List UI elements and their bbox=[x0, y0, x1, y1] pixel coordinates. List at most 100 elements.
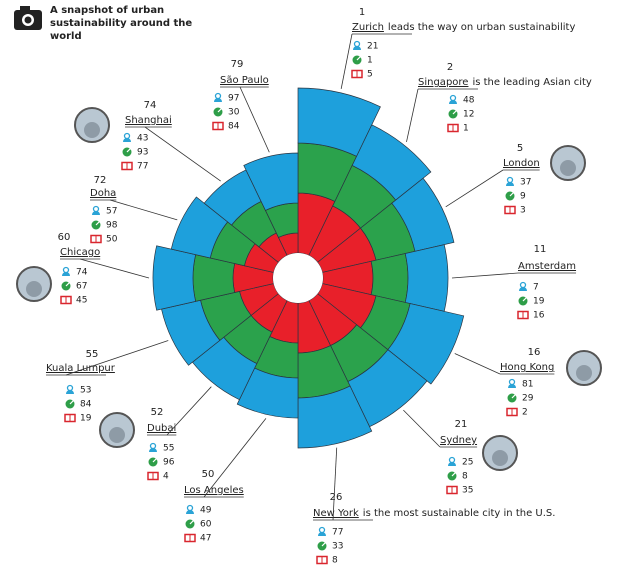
metric-value: 49 bbox=[200, 506, 212, 516]
metric-value: 53 bbox=[80, 386, 91, 396]
center-hole bbox=[273, 253, 323, 303]
metric-icon bbox=[452, 109, 458, 115]
metric-icon bbox=[356, 55, 362, 61]
city-photo-detail bbox=[109, 427, 125, 443]
metric-icon bbox=[448, 456, 456, 464]
metric-icon bbox=[217, 107, 223, 113]
chart-title: A snapshot of urban sustainability aroun… bbox=[50, 5, 193, 42]
metric-value: 60 bbox=[200, 520, 212, 530]
city-name: Zurich bbox=[352, 22, 384, 33]
leader-line bbox=[65, 340, 169, 376]
city-photo-detail bbox=[84, 122, 100, 138]
metric-value: 43 bbox=[137, 134, 148, 144]
city-name: Kuala Lumpur bbox=[46, 363, 116, 374]
leader-line bbox=[406, 88, 419, 143]
metric-value: 48 bbox=[463, 96, 475, 106]
city-name: Chicago bbox=[60, 247, 100, 258]
metric-icon bbox=[149, 442, 157, 450]
metric-value: 55 bbox=[163, 444, 174, 454]
metric-icon bbox=[519, 281, 527, 289]
leader-line bbox=[454, 353, 501, 375]
metric-icon bbox=[522, 296, 528, 302]
city-rank: 60 bbox=[58, 232, 71, 243]
bar-segment bbox=[297, 385, 373, 449]
metric-icon bbox=[508, 384, 516, 388]
city-name: Doha bbox=[90, 188, 116, 199]
metric-icon bbox=[506, 182, 514, 186]
metric-value: 74 bbox=[76, 268, 88, 278]
metric-icon bbox=[92, 205, 100, 213]
city-photo-detail bbox=[492, 450, 508, 466]
city-rank: 21 bbox=[455, 419, 468, 430]
metric-icon bbox=[149, 448, 157, 452]
bar-segment bbox=[387, 303, 465, 385]
city-rank: 55 bbox=[86, 349, 99, 360]
bar-segment bbox=[243, 152, 299, 211]
city-rank: 26 bbox=[330, 492, 343, 503]
city-label: London bbox=[503, 158, 540, 169]
bar-segment bbox=[404, 244, 449, 312]
leader-line bbox=[166, 386, 212, 436]
metric-value: 12 bbox=[463, 110, 474, 120]
city-rank: 5 bbox=[517, 143, 523, 154]
leader-line bbox=[340, 33, 353, 89]
city-name: São Paulo bbox=[220, 75, 269, 86]
metric-value: 33 bbox=[332, 542, 343, 552]
leader-line bbox=[79, 258, 150, 279]
metric-value: 4 bbox=[163, 472, 169, 482]
metric-icon bbox=[353, 46, 361, 50]
city-rank: 2 bbox=[447, 62, 453, 73]
city-label: Singapore is the leading Asian city bbox=[418, 77, 592, 88]
metric-value: 29 bbox=[522, 394, 534, 404]
metric-value: 47 bbox=[200, 534, 211, 544]
metric-value: 25 bbox=[462, 458, 473, 468]
metric-icon bbox=[62, 266, 70, 274]
metric-value: 5 bbox=[367, 70, 373, 80]
city-label: Amsterdam bbox=[518, 261, 576, 272]
metric-icon bbox=[318, 532, 326, 536]
city-label: Shanghai bbox=[125, 115, 172, 126]
metric-value: 35 bbox=[462, 486, 473, 496]
city-name: Singapore bbox=[418, 77, 468, 88]
metric-icon bbox=[353, 40, 361, 48]
metric-icon bbox=[506, 176, 514, 184]
metric-icon bbox=[321, 541, 327, 547]
metric-icon bbox=[449, 94, 457, 102]
metric-icon bbox=[508, 378, 516, 386]
metric-icon bbox=[451, 471, 457, 477]
bar-segment bbox=[152, 245, 197, 311]
metric-icon bbox=[189, 519, 195, 525]
metric-value: 1 bbox=[463, 124, 469, 134]
city-rank: 79 bbox=[231, 59, 244, 70]
metric-icon bbox=[214, 92, 222, 100]
city-note: leads the way on urban sustainability bbox=[388, 22, 576, 33]
metric-value: 30 bbox=[228, 108, 240, 118]
city-note: is the most sustainable city in the U.S. bbox=[363, 508, 556, 519]
city-label: Los Angeles bbox=[184, 485, 244, 496]
city-photo-detail bbox=[26, 281, 42, 297]
metric-value: 3 bbox=[520, 206, 526, 216]
metric-value: 67 bbox=[76, 282, 87, 292]
city-name: Hong Kong bbox=[500, 362, 554, 373]
metric-value: 96 bbox=[163, 458, 175, 468]
camera-icon bbox=[14, 6, 42, 30]
city-name: New York bbox=[313, 508, 359, 519]
city-label: Sydney bbox=[440, 435, 477, 446]
city-rank: 72 bbox=[94, 175, 107, 186]
leader-line bbox=[403, 409, 441, 448]
metric-icon bbox=[186, 504, 194, 512]
metric-icon bbox=[152, 457, 158, 463]
city-label: Doha bbox=[90, 188, 116, 199]
leader-line bbox=[332, 447, 338, 521]
city-label: Hong Kong bbox=[500, 362, 554, 373]
metric-value: 19 bbox=[80, 414, 92, 424]
metric-value: 77 bbox=[332, 528, 343, 538]
city-name: Amsterdam bbox=[518, 261, 576, 272]
metric-value: 16 bbox=[533, 311, 545, 321]
metric-icon bbox=[62, 272, 70, 276]
leader-line bbox=[203, 418, 267, 498]
metric-value: 97 bbox=[228, 94, 239, 104]
leader-line bbox=[109, 199, 178, 221]
metric-icon bbox=[318, 526, 326, 534]
